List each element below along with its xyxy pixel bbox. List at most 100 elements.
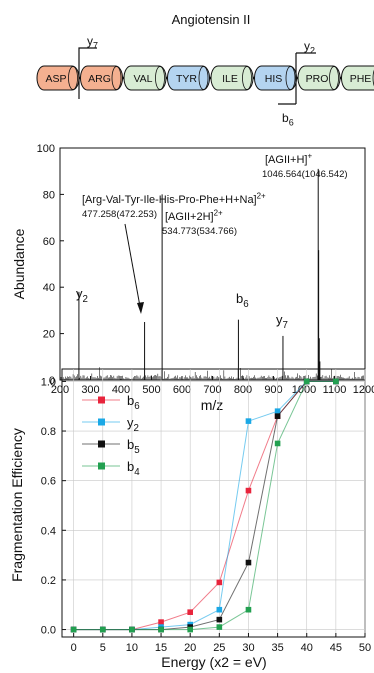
- efficiency-y-tick-label: 1.0: [41, 376, 56, 388]
- residue-phe: [341, 65, 374, 91]
- efficiency-series: [70, 378, 339, 633]
- efficiency-x-tick-label: 5: [100, 642, 106, 654]
- spectrum-x-tick-label: 1100: [323, 384, 347, 396]
- efficiency-x-tick-label: 15: [155, 642, 167, 654]
- peak-label-fragment-na: [Arg-Val-Tyr-Ile-His-Pro-Phe+H+Na]2+: [82, 192, 266, 206]
- peak-label-y7-main: y: [276, 312, 283, 327]
- series-point-y2: [216, 606, 223, 613]
- residue-end-cap: [285, 66, 296, 90]
- spectrum-y-tick-label: 80: [43, 189, 55, 201]
- peak-label-agii-h-main: [AGII+H]: [265, 154, 308, 166]
- efficiency-x-tick-label: 10: [126, 642, 138, 654]
- series-point-b4: [129, 626, 135, 633]
- efficiency-x-tick-label: 30: [242, 642, 254, 654]
- residue-end-cap: [372, 69, 374, 87]
- residue-arg: [80, 65, 123, 91]
- peak-label-fragment-na-value: 477.258(472.253): [82, 209, 157, 220]
- spectrum-y-axis-label: Abundance: [11, 228, 27, 299]
- spectrum-x-axis-label: m/z: [201, 397, 224, 413]
- efficiency-x-tick-label: 0: [71, 642, 77, 654]
- residue-end-cap: [155, 66, 165, 90]
- peak-label-agii-h-value: 1046.564(1046.542): [262, 169, 348, 180]
- residue-end-cap: [242, 66, 252, 90]
- residue-label: PHE: [350, 73, 372, 85]
- efficiency-y-axis-label: Fragmentation Efficiency: [9, 428, 25, 582]
- series-point-b6: [245, 487, 252, 494]
- fragmentation-efficiency-chart: 0 5 10 15 20 25 30 35 40 45 500.00.20.40.60.81.0 b…: [9, 368, 371, 670]
- peak-label-y7: y7: [276, 312, 288, 331]
- efficiency-x-axis-label: Energy (x2 = eV): [161, 654, 266, 670]
- series-line-b6: [73, 380, 336, 631]
- peak-label-y2-main: y: [76, 286, 83, 301]
- peak-label-agii-h: [AGII+H]+: [265, 152, 313, 166]
- legend-label-b6-main: b: [127, 393, 134, 408]
- legend-marker-b4: [98, 462, 105, 470]
- residue-end-cap: [198, 66, 209, 90]
- y2-fragment-label: y2: [304, 39, 315, 56]
- spectrum-x-tick-label: 700: [203, 384, 221, 396]
- series-point-b4: [187, 626, 193, 633]
- residue-end-cap: [111, 66, 122, 90]
- y2-fragment-label-sub: 2: [310, 46, 315, 56]
- spectrum-y-tick-label: 60: [43, 236, 55, 248]
- series-point-b5: [245, 559, 252, 566]
- peak-label-y2-sub: 2: [83, 294, 88, 305]
- peak-label-b6: b6: [236, 291, 249, 310]
- series-point-y2: [245, 418, 252, 424]
- series-point-b4: [245, 606, 252, 613]
- spectrum-x-tick-label: 800: [234, 384, 252, 396]
- efficiency-x-tick-label: 45: [330, 642, 342, 654]
- series-point-b4: [333, 378, 339, 385]
- series-point-b6: [158, 619, 164, 625]
- legend-marker-b6: [98, 396, 105, 404]
- peak-label-y7-sub: 7: [283, 320, 288, 331]
- peptide-diagram: Angiotensin II ASP ARG VAL TYR ILE HIS PRO PHE …: [36, 12, 374, 128]
- legend-marker-y2: [98, 418, 105, 426]
- peak-label-y2: y2: [76, 286, 88, 305]
- residue-label: ARG: [88, 73, 111, 85]
- series-line-y2: [73, 380, 336, 631]
- efficiency-axis-ticks: 0 5 10 15 20 25 30 35 40 45 500.00.20.40.60.81.0: [41, 376, 371, 654]
- legend-label-b5-main: b: [127, 437, 134, 452]
- efficiency-y-tick-label: 0.8: [41, 426, 56, 438]
- spectrum-x-tick-label: 400: [112, 384, 130, 396]
- peak-label-fragment-na-main: [Arg-Val-Tyr-Ile-His-Pro-Phe+H+Na]: [82, 194, 257, 206]
- spectrum-x-tick-label: 1000: [292, 384, 316, 396]
- residue-tyr: [167, 65, 210, 91]
- y7-cleavage-marker: [78, 47, 97, 99]
- series-point-b4: [99, 626, 106, 633]
- residue-label: HIS: [265, 73, 283, 85]
- legend-label-b6: b6: [127, 393, 140, 412]
- spectrum-y-tick-label: 100: [37, 143, 55, 155]
- residue-label: ASP: [45, 73, 66, 85]
- peak-label-b6-main: b: [236, 291, 243, 306]
- y2-fragment-label-main: y: [304, 39, 310, 53]
- annotation-arrow-head: [137, 302, 144, 314]
- legend-label-b4: b4: [127, 459, 140, 478]
- efficiency-x-tick-label: 25: [213, 642, 225, 654]
- series-point-b4: [274, 440, 281, 447]
- peak-label-agii-2h-value: 534.773(534.766): [162, 226, 237, 237]
- efficiency-y-tick-label: 0.2: [41, 575, 56, 587]
- efficiency-grid: [62, 369, 366, 637]
- efficiency-y-tick-label: 0.4: [41, 525, 56, 537]
- annotation-arrow-line: [124, 223, 142, 313]
- spectrum-y-tick-label: 20: [43, 329, 55, 341]
- spectrum-x-tick-label: 900: [264, 384, 282, 396]
- legend-label-b6-sub: 6: [134, 401, 139, 412]
- series-line-b5: [73, 380, 336, 631]
- legend-label-y2: y2: [127, 415, 139, 434]
- y7-fragment-label-sub: 7: [93, 41, 98, 51]
- residue-chain: ASP ARG VAL TYR ILE HIS PRO PHE: [36, 65, 374, 91]
- peak-label-agii-2h: [AGII+2H]2+: [165, 209, 223, 223]
- residue-label: PRO: [306, 73, 329, 85]
- peak-label-agii-2h-main: [AGII+2H]: [165, 211, 214, 223]
- b6-fragment-label: b6: [282, 111, 294, 128]
- series-point-b6: [187, 609, 193, 615]
- residue-pro: [297, 65, 341, 91]
- series-point-b5: [274, 413, 281, 419]
